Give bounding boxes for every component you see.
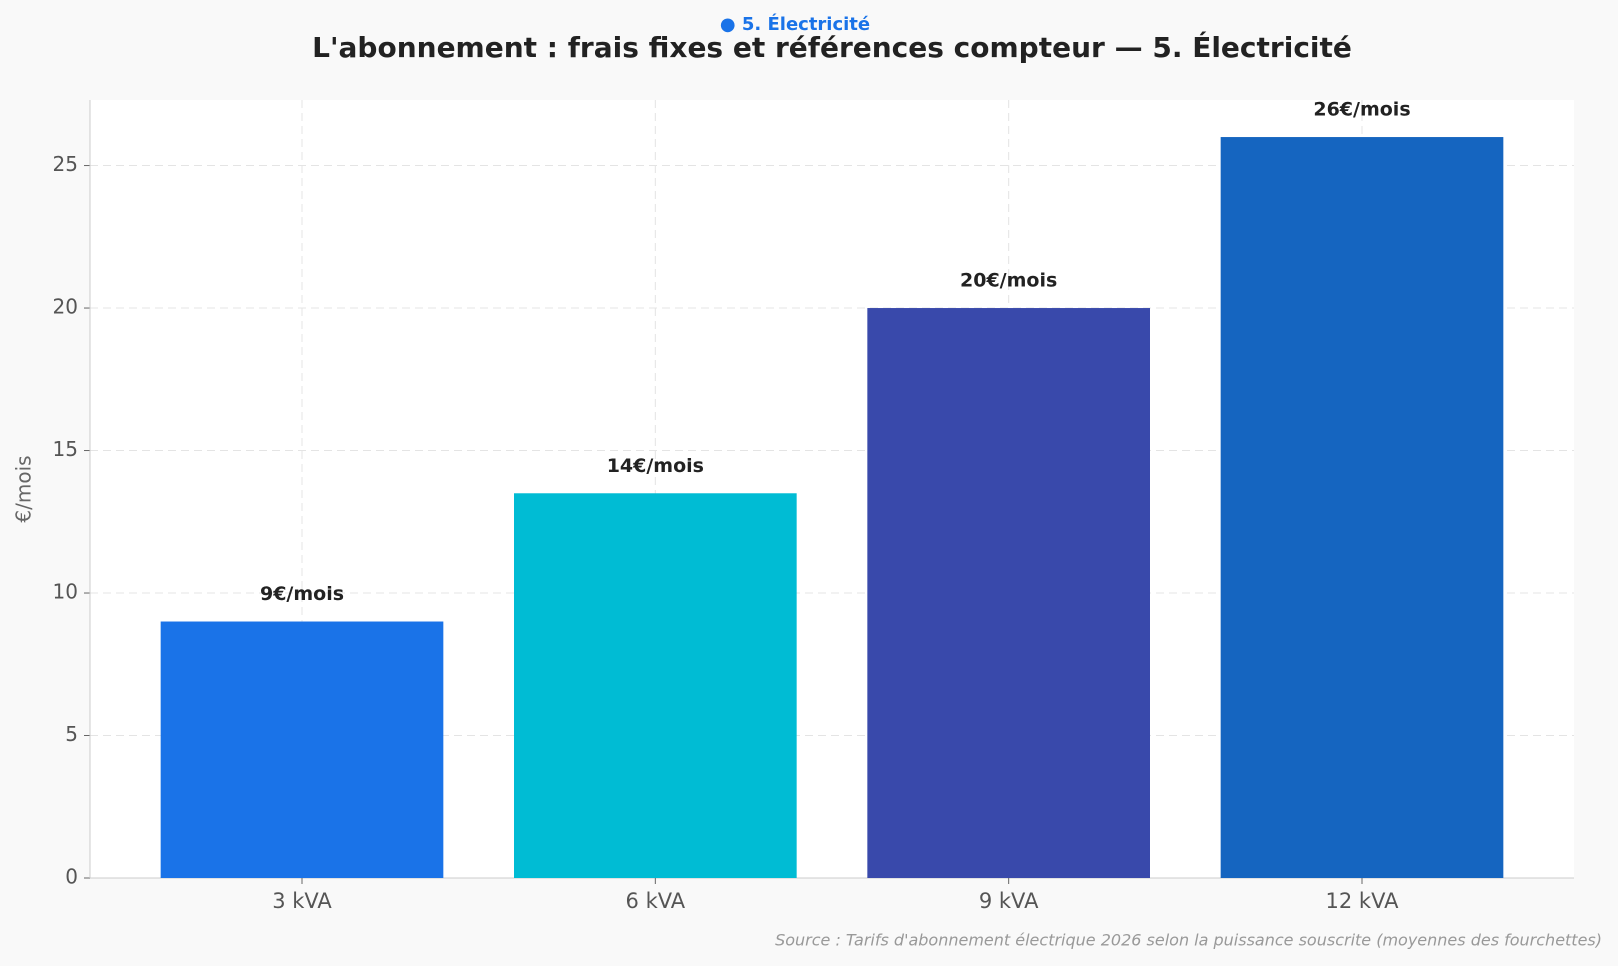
y-tick-label: 20 xyxy=(53,295,78,319)
chart-subtitle: ● 5. Électricité xyxy=(720,13,870,35)
bar xyxy=(160,621,444,878)
value-label: 9€/mois xyxy=(260,583,344,605)
y-tick-label: 5 xyxy=(65,722,78,746)
bar xyxy=(1220,137,1504,879)
y-tick-label: 10 xyxy=(53,580,78,604)
x-tick-label: 9 kVA xyxy=(979,889,1039,913)
y-tick-label: 0 xyxy=(65,865,78,889)
source-note: Source : Tarifs d'abonnement électrique … xyxy=(775,931,1602,950)
y-tick-label: 25 xyxy=(53,152,78,176)
bar xyxy=(867,308,1150,878)
chart-title: L'abonnement : frais fixes et références… xyxy=(312,30,1352,64)
x-tick-label: 6 kVA xyxy=(626,889,686,913)
y-tick-label: 15 xyxy=(53,437,78,461)
x-tick-label: 3 kVA xyxy=(272,889,332,913)
bar xyxy=(514,493,797,878)
value-label: 20€/mois xyxy=(960,270,1057,292)
value-label: 14€/mois xyxy=(607,455,704,477)
y-axis-label: €/mois xyxy=(12,455,36,522)
value-label: 26€/mois xyxy=(1313,99,1410,121)
x-tick-label: 12 kVA xyxy=(1326,889,1400,913)
